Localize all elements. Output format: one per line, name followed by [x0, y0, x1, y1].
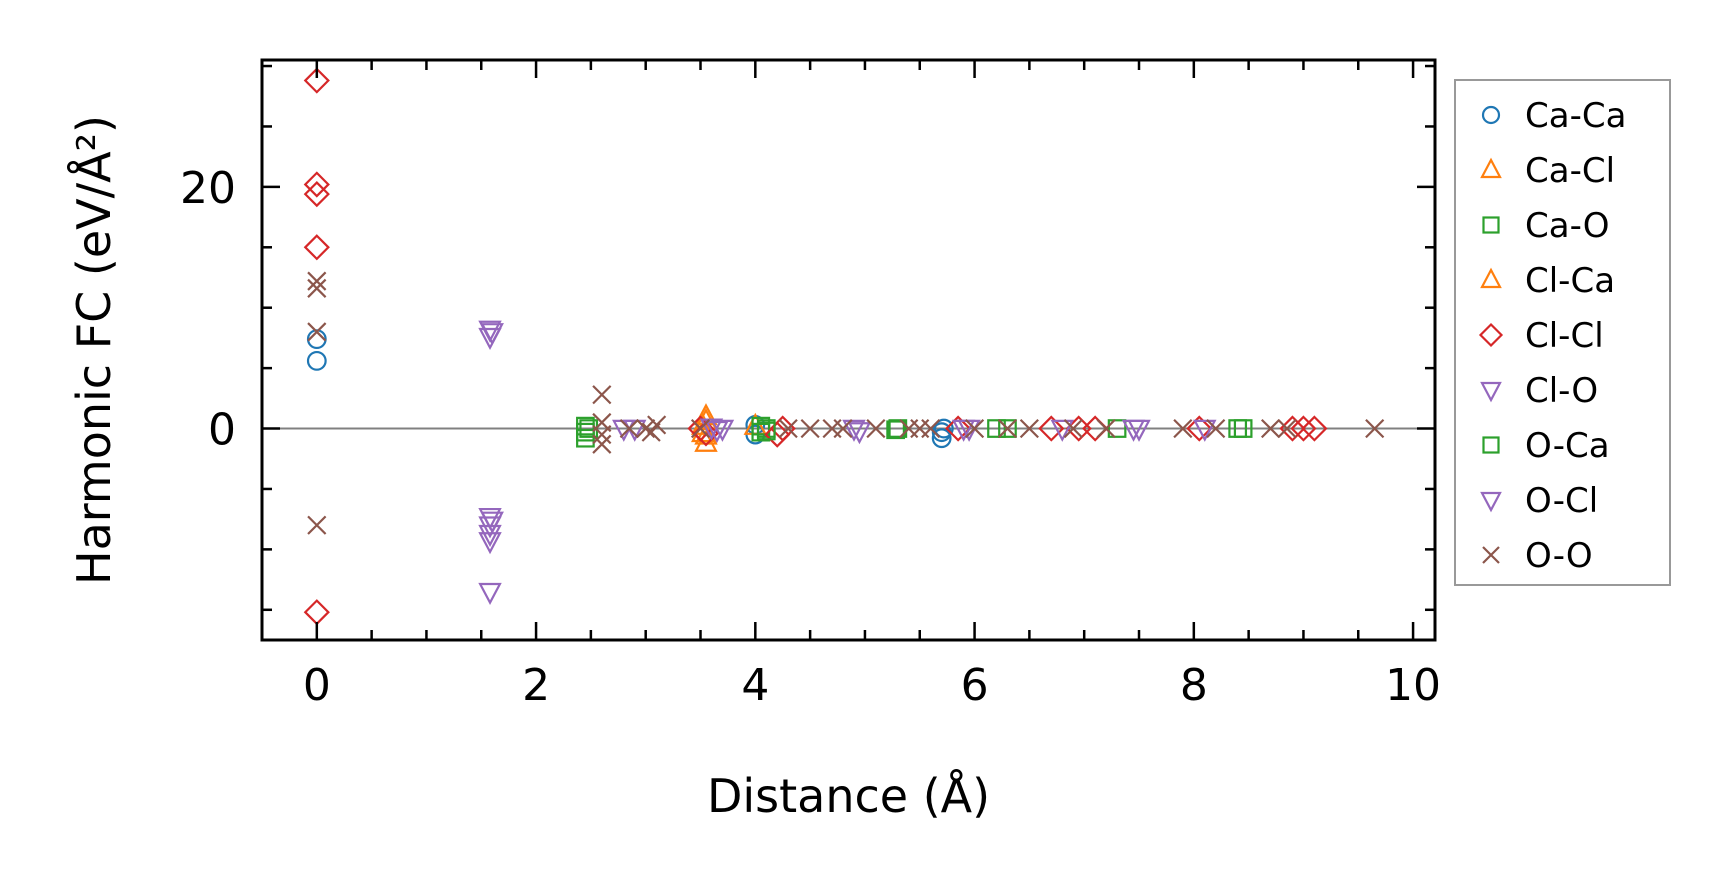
- legend-marker: [1480, 381, 1502, 403]
- data-point: [800, 418, 820, 439]
- data-point: [478, 532, 502, 555]
- data-point: [1279, 415, 1306, 442]
- legend-marker: [1481, 105, 1501, 125]
- data-point: [1206, 418, 1226, 439]
- x-tick-label: 10: [1385, 660, 1441, 711]
- data-point: [945, 415, 972, 442]
- x-axis-label: Distance (Å): [707, 769, 990, 823]
- data-point: [888, 419, 908, 438]
- data-point: [756, 421, 776, 441]
- data-point: [1019, 418, 1039, 439]
- data-point: [480, 323, 504, 346]
- legend-label: Ca-Ca: [1525, 96, 1626, 136]
- data-point: [480, 511, 504, 534]
- data-point: [636, 418, 656, 439]
- legend-label: Cl-O: [1525, 371, 1598, 411]
- legend-label: O-O: [1525, 536, 1593, 576]
- data-point: [576, 428, 595, 448]
- data-point: [303, 234, 330, 261]
- data-point: [921, 418, 941, 439]
- data-point: [641, 422, 661, 442]
- data-point: [933, 418, 954, 439]
- plot-area: [262, 67, 1435, 626]
- y-tick-label: 20: [180, 163, 236, 214]
- y-tick-label: 0: [208, 405, 236, 456]
- legend-marker: [1482, 216, 1500, 234]
- data-point: [998, 419, 1017, 438]
- data-point: [1193, 419, 1217, 442]
- data-point: [987, 419, 1006, 438]
- data-point: [1173, 418, 1193, 439]
- legend-label: O-Ca: [1525, 426, 1610, 466]
- data-point: [478, 582, 502, 606]
- data-point: [705, 420, 729, 444]
- data-point: [1260, 418, 1281, 439]
- data-point: [690, 418, 711, 439]
- data-point: [306, 350, 327, 371]
- x-tick-label: 6: [961, 660, 989, 711]
- data-point: [1277, 418, 1297, 439]
- data-point: [710, 419, 735, 442]
- x-tick-label: 0: [303, 660, 331, 711]
- data-point: [1050, 419, 1074, 442]
- legend-label: O-Cl: [1525, 481, 1598, 521]
- legend-box: [1454, 79, 1671, 586]
- data-point: [1121, 419, 1146, 442]
- data-point: [1301, 415, 1328, 442]
- legend-label: Cl-Ca: [1525, 261, 1615, 301]
- data-point: [1186, 415, 1213, 442]
- data-point: [307, 271, 327, 291]
- legend-marker: [1480, 491, 1502, 513]
- data-point: [997, 418, 1018, 439]
- data-point: [866, 418, 886, 439]
- data-point: [886, 420, 905, 440]
- data-point: [592, 385, 612, 405]
- data-point: [307, 515, 327, 535]
- legend-marker: [1478, 322, 1504, 348]
- data-point: [307, 278, 327, 298]
- data-point: [592, 434, 612, 454]
- data-point: [1290, 415, 1317, 442]
- data-point: [964, 418, 985, 439]
- data-point: [1365, 418, 1385, 439]
- data-point: [592, 425, 612, 445]
- data-point: [842, 419, 866, 442]
- x-tick-label: 8: [1180, 660, 1208, 711]
- x-tick-label: 4: [741, 660, 769, 711]
- data-point: [303, 181, 330, 208]
- data-point: [1228, 419, 1248, 438]
- data-point: [307, 322, 327, 342]
- data-point: [1096, 418, 1116, 439]
- axis-ticks: 0 2 4 6 8 10 0 20: [180, 60, 1441, 711]
- plot-frame: [260, 58, 1437, 642]
- data-point: [1063, 418, 1083, 439]
- legend-marker: [1480, 157, 1502, 179]
- data-point: [303, 67, 330, 94]
- legend-marker: [1480, 267, 1502, 289]
- data-point: [833, 418, 853, 439]
- legend-label: Cl-Cl: [1525, 316, 1604, 356]
- legend: Ca-Ca Ca-Cl Ca-O Cl-Ca Cl-Cl Cl-O O-Ca O-Cl O-O: [1454, 79, 1671, 586]
- y-axis-label: Harmonic FC (eV/Å²): [67, 115, 121, 585]
- legend-label: Ca-O: [1525, 206, 1610, 246]
- data-point: [619, 418, 639, 439]
- data-point: [778, 418, 798, 439]
- legend-label: Ca-Cl: [1525, 151, 1615, 191]
- data-point: [931, 428, 952, 449]
- x-tick-label: 2: [522, 660, 550, 711]
- data-point: [1038, 415, 1065, 442]
- legend-marker: [1482, 546, 1500, 564]
- legend-marker: [1482, 436, 1500, 454]
- data-point: [1107, 419, 1127, 438]
- data-point: [303, 171, 330, 198]
- data-point: [847, 422, 872, 445]
